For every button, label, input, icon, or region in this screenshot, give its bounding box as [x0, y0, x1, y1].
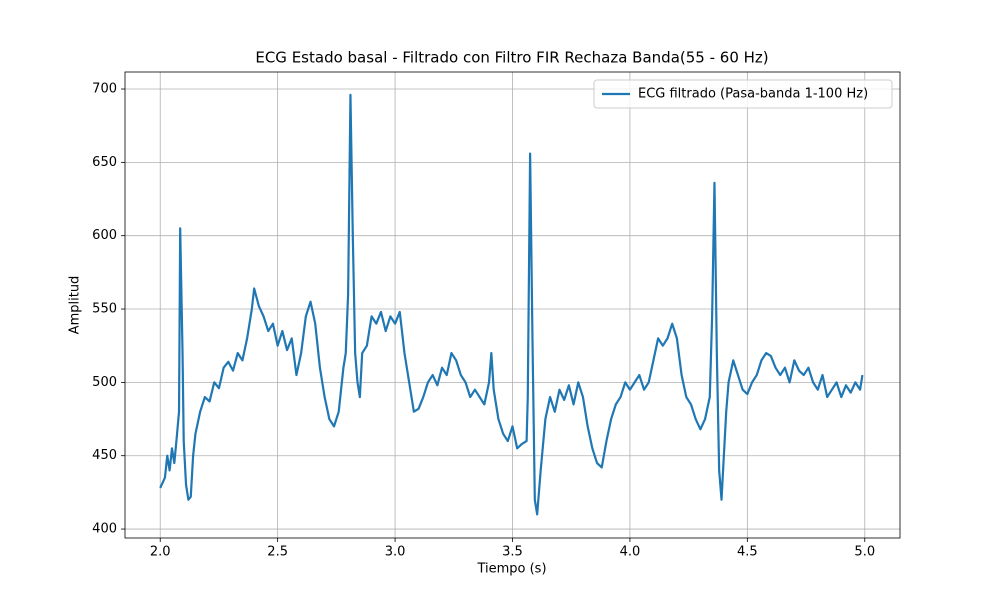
y-tick-label: 450 [92, 448, 117, 463]
legend-label: ECG filtrado (Pasa-banda 1-100 Hz) [638, 87, 868, 102]
legend-box [593, 79, 893, 109]
x-tick-label: 3.5 [502, 545, 523, 560]
x-tick-label: 2.5 [267, 545, 288, 560]
x-tick-label: 4.0 [620, 545, 641, 560]
y-axis-label: Amplitud [68, 276, 83, 335]
x-tick-label: 4.5 [737, 545, 758, 560]
y-tick-label: 700 [92, 82, 117, 97]
ecg-line [159, 93, 864, 516]
y-tick-label: 600 [92, 228, 117, 243]
x-tick-label: 5.0 [854, 545, 875, 560]
x-tick-label: 2.0 [150, 545, 171, 560]
y-tick-label: 550 [92, 302, 117, 317]
x-tick-label: 3.0 [385, 545, 406, 560]
y-tick-label: 500 [92, 375, 117, 390]
plot-frame [124, 71, 901, 539]
y-tick-label: 400 [92, 522, 117, 537]
x-axis-label: Tiempo (s) [476, 562, 546, 577]
y-tick-label: 650 [92, 155, 117, 170]
chart-title: ECG Estado basal - Filtrado con Filtro F… [255, 49, 768, 67]
